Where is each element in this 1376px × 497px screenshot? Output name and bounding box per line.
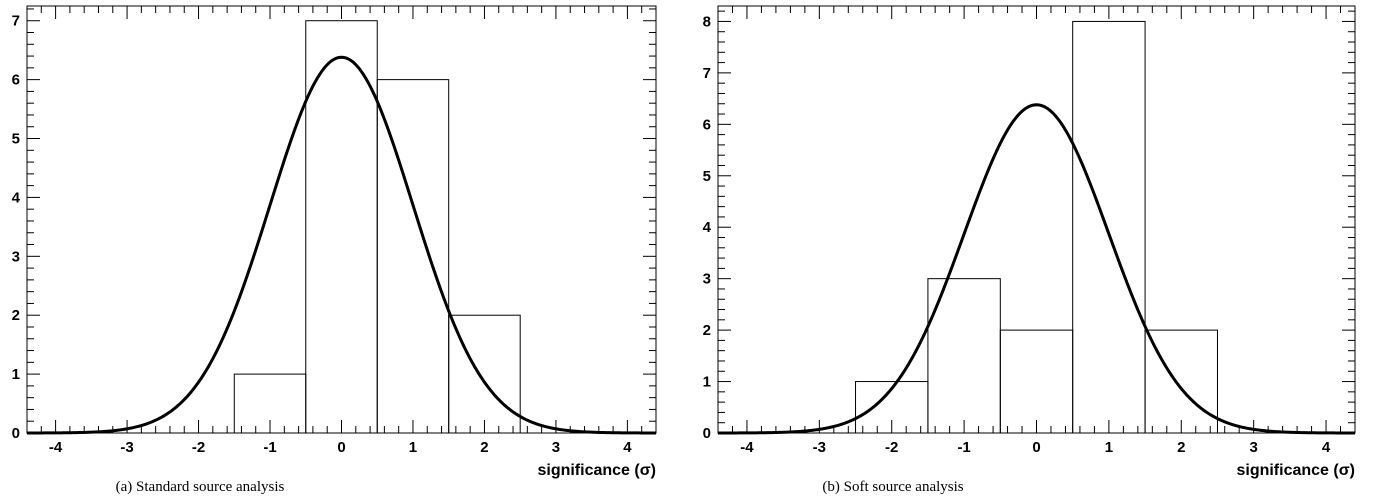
x-tick-label: -4 [740,439,754,456]
x-tick-label: 0 [1032,439,1040,456]
panel-a: -4 -3 -2 -1 0 1 2 3 4 0 1 2 3 4 5 6 7 significance (σ) (a)… [12,5,657,495]
x-tick-label: 1 [1105,439,1113,456]
x-axis-title: significance (σ) [537,462,656,479]
x-tick-label: 4 [1322,439,1331,456]
plot-frame [26,5,657,434]
y-tick-label: 8 [703,13,711,30]
plot-frame [717,5,1356,434]
x-tick-label: -2 [192,439,205,456]
x-tick-label: -3 [120,439,133,456]
gaussian-fit-curve [26,55,657,435]
y-tick-label: 5 [703,168,711,185]
y-tick-label: 3 [12,248,20,265]
x-tick-label: -2 [885,439,898,456]
y-tick-label: 0 [703,425,711,442]
x-tick-label: 3 [1249,439,1257,456]
histogram-bar [1144,329,1218,434]
y-tick-label: 3 [703,271,711,288]
y-tick-label: 5 [12,131,20,148]
y-tick-label: 0 [12,425,20,442]
y-tick-label: 1 [12,366,20,383]
y-tick-label: 2 [12,307,20,324]
x-tick-label: -1 [263,439,276,456]
histogram-bar [999,329,1074,434]
x-tick-label: -1 [957,439,970,456]
panel-b: -4 -3 -2 -1 0 1 2 3 4 0 1 2 3 4 5 6 7 8 significance (σ) (b… [703,5,1356,495]
y-tick-label: 4 [703,219,712,236]
y-tick-label: 2 [703,322,711,339]
x-tick-label: 3 [552,439,560,456]
y-tick-label: 6 [703,116,711,133]
x-tick-label: -4 [49,439,63,456]
x-tick-label: 1 [409,439,417,456]
panel-caption: (b) Soft source analysis [822,479,963,495]
x-tick-label: -3 [813,439,826,456]
histogram-bar [376,79,450,434]
histogram-bar [448,314,521,434]
x-tick-label: 4 [623,439,632,456]
histogram-bar [1072,20,1146,434]
y-tick-label: 7 [12,13,20,30]
y-tick-label: 1 [703,374,711,391]
x-tick-label: 2 [1177,439,1185,456]
gaussian-fit-curve [718,103,1355,435]
y-tick-label: 4 [12,189,21,206]
y-tick-label: 7 [703,65,711,82]
panel-caption: (a) Standard source analysis [116,479,285,495]
x-tick-label: 0 [337,439,345,456]
x-axis-title: significance (σ) [1236,462,1355,479]
y-tick-label: 6 [12,72,20,89]
x-tick-label: 2 [480,439,488,456]
